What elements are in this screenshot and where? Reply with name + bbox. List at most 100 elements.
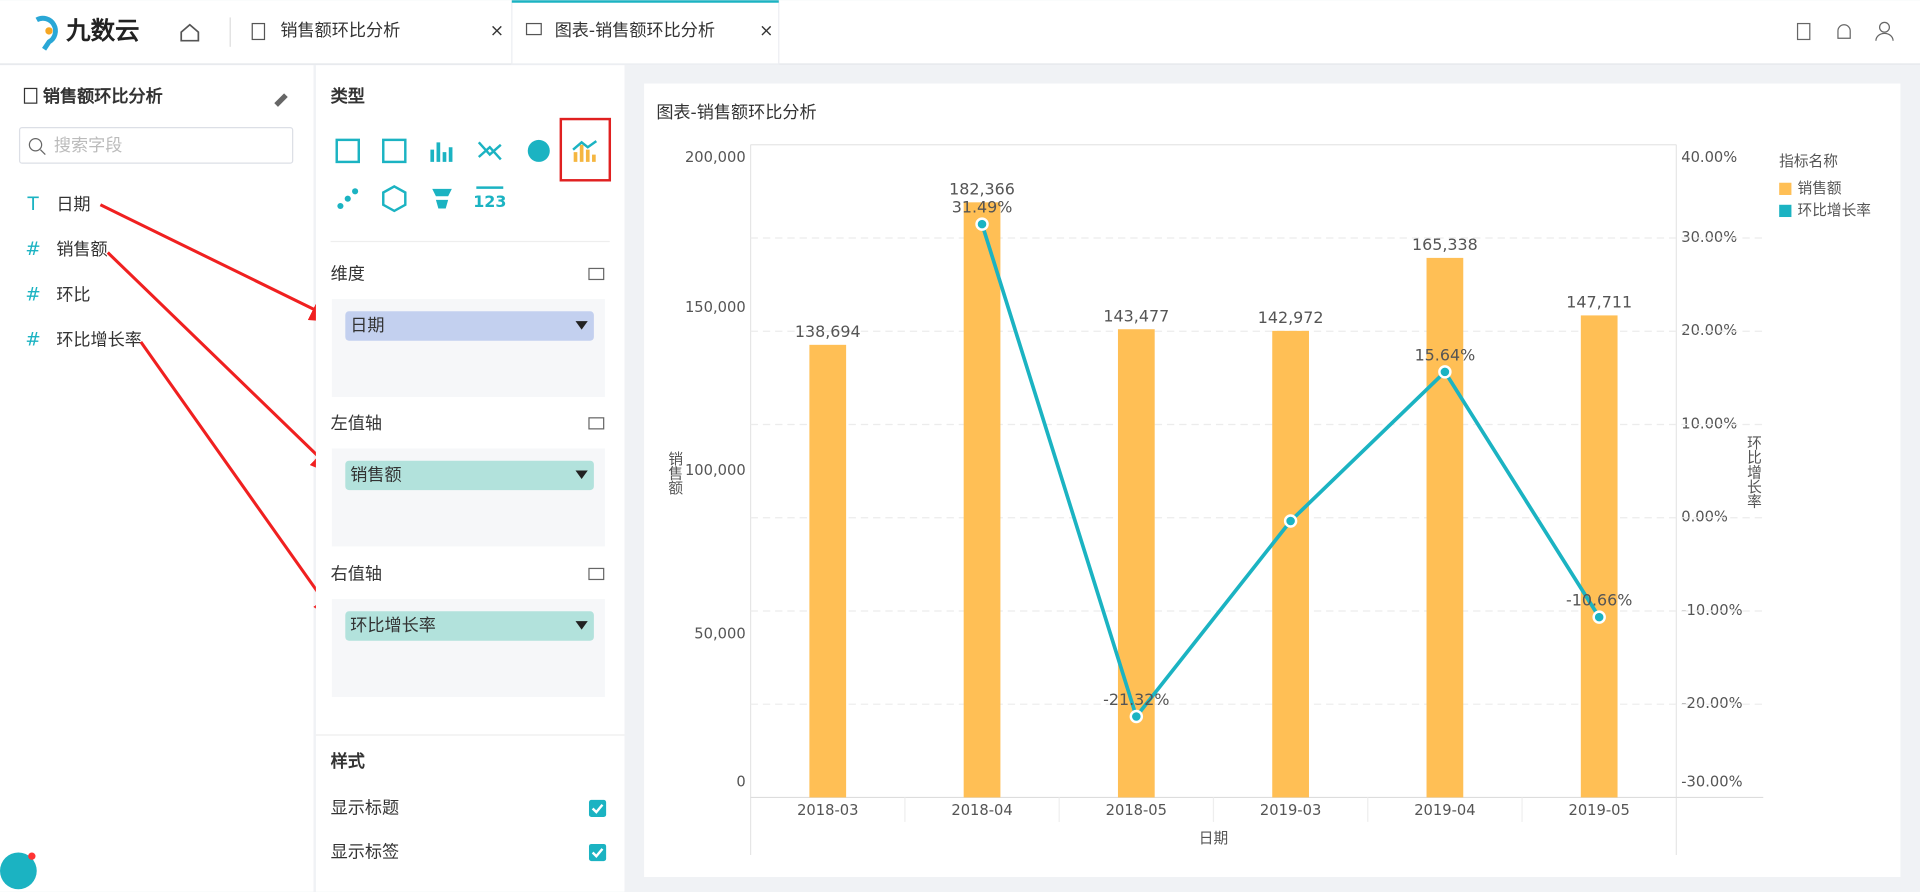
checkbox[interactable] [588, 843, 607, 862]
field-type: T [26, 194, 39, 215]
line-point [975, 217, 989, 231]
tab-close[interactable]: × [759, 21, 773, 41]
bar-icon[interactable] [430, 142, 453, 162]
pill-label: 销售额 [350, 465, 401, 485]
logo-text: 九数云 [65, 16, 139, 45]
field-type: # [25, 284, 40, 305]
active-tab[interactable] [511, 0, 780, 65]
bar-label: 147,711 [1566, 293, 1632, 312]
y2-tick-label: 40.00% [1681, 149, 1737, 166]
legend-swatch [1779, 182, 1792, 195]
line-point [1592, 610, 1606, 624]
x-tick-label: 2019-05 [1568, 802, 1629, 819]
arrow [139, 341, 341, 625]
tab-label[interactable]: 销售额环比分析 [280, 21, 400, 41]
x-tick-label: 2018-03 [797, 802, 858, 819]
y-tick-label: 100,000 [685, 462, 746, 479]
y2-tick-label: -30.00% [1681, 774, 1742, 791]
clipboard-icon[interactable] [1796, 22, 1811, 41]
x-tick-label: 2019-04 [1414, 802, 1475, 819]
bar [1117, 329, 1155, 798]
search-placeholder[interactable]: 搜索字段 [54, 136, 123, 156]
bar-label: 182,366 [949, 180, 1015, 199]
line-point [1283, 514, 1298, 528]
dataset-title: 销售额环比分析 [43, 86, 163, 107]
tab-icon [251, 22, 266, 41]
line-point [1438, 365, 1452, 379]
field-pill[interactable] [345, 611, 594, 641]
bar [1272, 330, 1309, 798]
y-tick-label: 150,000 [685, 299, 746, 316]
field-type: # [25, 239, 40, 260]
field-name[interactable]: 环比 [56, 285, 90, 305]
home-icon[interactable] [180, 23, 200, 42]
x-tick-label: 2018-04 [951, 802, 1012, 819]
arrow [99, 203, 341, 323]
bar [963, 202, 1001, 798]
well-settings-icon[interactable] [588, 417, 605, 430]
y2-axis-title: 环比增长率 [1745, 435, 1762, 509]
section-heading: 类型 [331, 86, 365, 107]
dataset-icon [23, 87, 38, 104]
pill-label: 日期 [350, 316, 384, 336]
well-label: 左值轴 [331, 414, 382, 434]
y-tick-label: 0 [736, 774, 745, 791]
x-tick-label: 2018-05 [1106, 802, 1167, 819]
line-label: 31.49% [952, 198, 1013, 217]
table-icon[interactable] [335, 138, 360, 164]
y-tick-label: 200,000 [685, 149, 746, 166]
line-label: -10.66% [1566, 591, 1632, 610]
bar-label: 165,338 [1412, 235, 1478, 254]
dropdown-arrow[interactable] [575, 470, 588, 480]
legend-label[interactable]: 环比增长率 [1798, 202, 1871, 219]
field-name[interactable]: 日期 [56, 195, 90, 215]
field-panel [0, 65, 314, 892]
chart-title: 图表-销售额环比分析 [656, 103, 816, 123]
well-label: 右值轴 [331, 565, 382, 585]
selected-type[interactable] [559, 117, 612, 182]
field-name[interactable]: 销售额 [56, 240, 107, 260]
field-pill[interactable] [345, 460, 594, 491]
user-icon[interactable] [1878, 21, 1891, 33]
chat-button[interactable] [0, 852, 37, 890]
line-icon[interactable] [477, 141, 502, 161]
search-box[interactable] [18, 127, 294, 164]
style-option: 显示标题 [331, 798, 399, 818]
tab-close[interactable]: × [490, 21, 504, 41]
section-heading: 样式 [331, 751, 365, 772]
bar-label: 142,972 [1258, 308, 1324, 327]
bar [1580, 315, 1618, 798]
legend-label[interactable]: 销售额 [1798, 180, 1842, 197]
tab-label[interactable]: 图表-销售额环比分析 [555, 21, 715, 41]
line-point [1129, 709, 1144, 724]
y2-tick-label: 0.00% [1681, 509, 1728, 526]
dropdown-arrow[interactable] [575, 621, 588, 630]
arrow [106, 251, 341, 478]
bar-label: 138,694 [795, 322, 861, 341]
legend-title: 指标名称 [1779, 153, 1838, 170]
well-label: 维度 [331, 265, 365, 285]
well-settings-icon[interactable] [588, 267, 605, 281]
bar [1426, 257, 1464, 798]
dropdown-arrow[interactable] [575, 321, 588, 330]
tab-icon [525, 22, 542, 36]
edit-icon[interactable] [274, 93, 288, 107]
cross-table-icon[interactable] [382, 138, 407, 164]
bell-icon[interactable] [1837, 24, 1851, 39]
pie-icon[interactable] [527, 139, 550, 162]
funnel-icon[interactable] [432, 188, 452, 209]
line-label: 15.64% [1415, 345, 1476, 364]
logo-icon [35, 15, 58, 51]
x-tick-label: 2019-03 [1260, 802, 1321, 819]
radar-icon[interactable] [382, 185, 407, 213]
well-settings-icon[interactable] [588, 567, 605, 581]
field-name[interactable]: 环比增长率 [56, 331, 142, 351]
field-pill[interactable] [345, 311, 594, 341]
line-label: -21.32% [1103, 690, 1169, 709]
field-type: # [25, 330, 40, 351]
checkbox[interactable] [588, 799, 607, 818]
kpi-icon[interactable]: 123 [473, 192, 506, 211]
y-tick-label: 50,000 [694, 625, 745, 642]
